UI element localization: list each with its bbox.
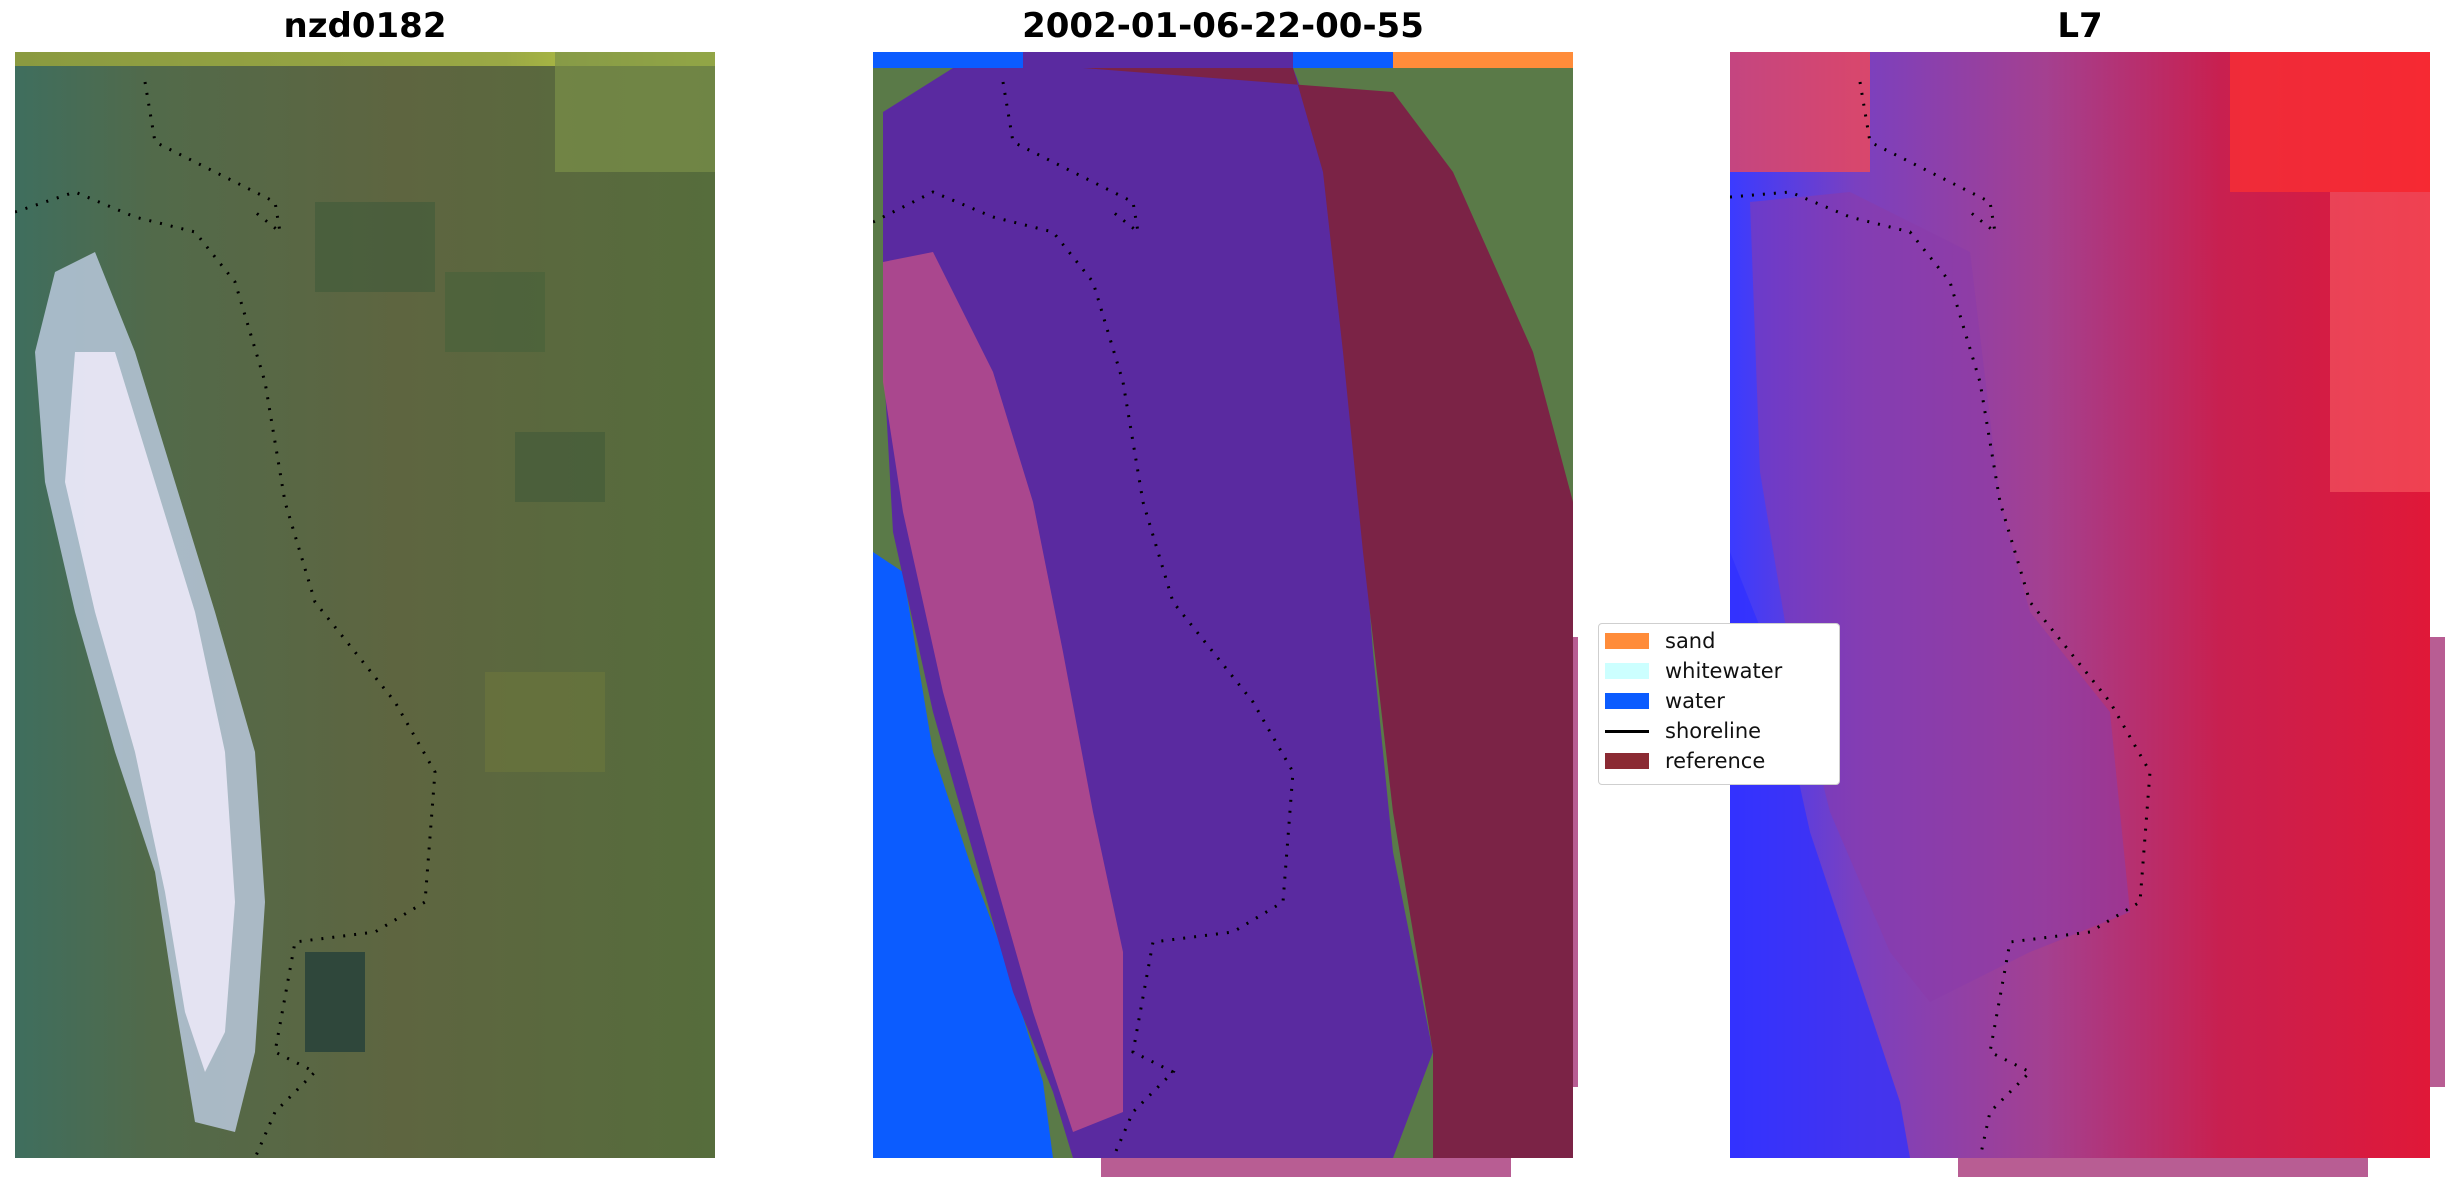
legend-item-shoreline: shoreline: [1605, 718, 1761, 744]
panel-title-rgb: nzd0182: [283, 6, 447, 46]
legend-item-whitewater: whitewater: [1605, 658, 1782, 684]
panel-title-classification: 2002-01-06-22-00-55: [1022, 6, 1424, 46]
whitewater-swatch: [1605, 663, 1649, 679]
panel-title-index: L7: [2057, 6, 2103, 46]
classification-panel: [873, 52, 1578, 1177]
legend-label: water: [1665, 689, 1725, 713]
legend-label: reference: [1665, 749, 1766, 773]
legend-label: whitewater: [1665, 659, 1783, 683]
legend-item-sand: sand: [1605, 628, 1715, 654]
index-panel: [1730, 52, 2445, 1177]
legend-label: shoreline: [1665, 719, 1762, 743]
legend-label: sand: [1665, 629, 1716, 653]
reference-swatch: [1605, 753, 1649, 769]
legend-item-reference: reference: [1605, 748, 1765, 774]
shoreline-line-icon: [1605, 729, 1649, 733]
sand-swatch: [1605, 633, 1649, 649]
legend: sand whitewater water shoreline referenc…: [1598, 623, 1840, 785]
legend-item-water: water: [1605, 688, 1725, 714]
rgb-image-panel: [15, 52, 715, 1158]
water-swatch: [1605, 693, 1649, 709]
